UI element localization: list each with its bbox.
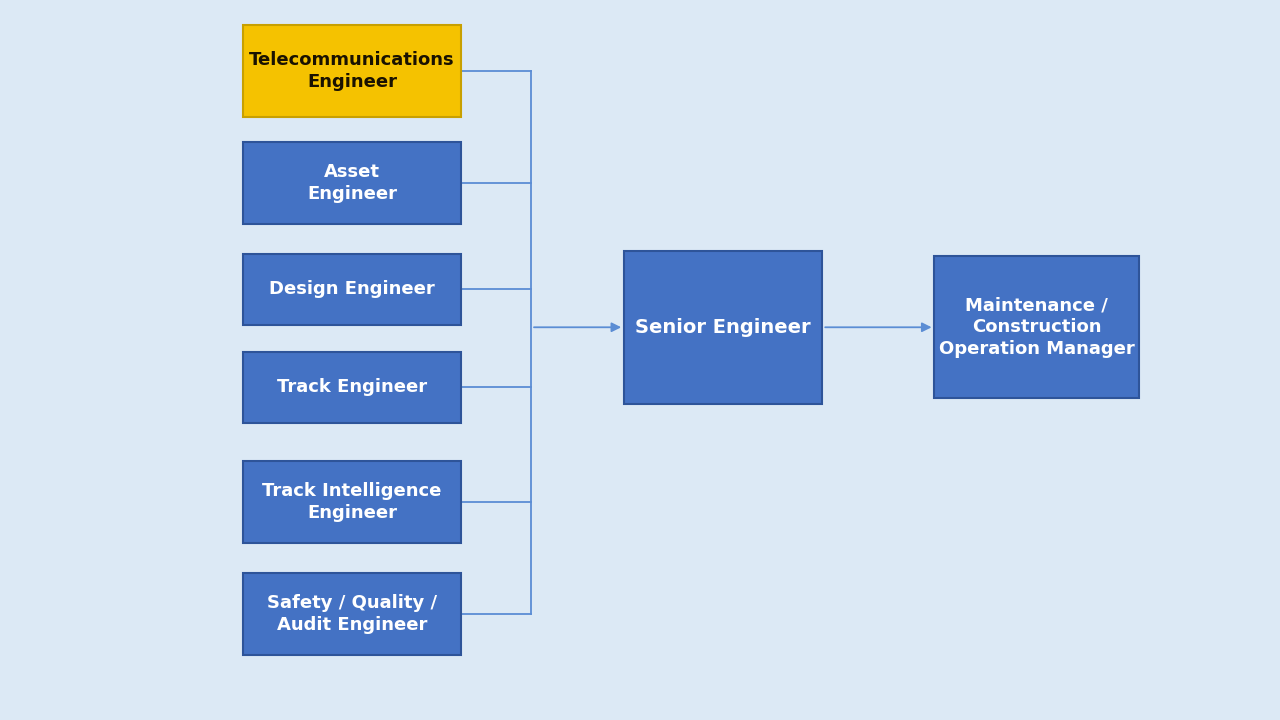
FancyBboxPatch shape	[243, 573, 461, 655]
FancyBboxPatch shape	[934, 256, 1139, 398]
FancyBboxPatch shape	[243, 143, 461, 224]
Text: Asset
Engineer: Asset Engineer	[307, 163, 397, 203]
Text: Senior Engineer: Senior Engineer	[635, 318, 812, 337]
FancyBboxPatch shape	[243, 24, 461, 117]
Text: Safety / Quality /
Audit Engineer: Safety / Quality / Audit Engineer	[268, 594, 436, 634]
Text: Track Intelligence
Engineer: Track Intelligence Engineer	[262, 482, 442, 522]
FancyBboxPatch shape	[243, 461, 461, 543]
Text: Telecommunications
Engineer: Telecommunications Engineer	[250, 51, 454, 91]
Text: Maintenance /
Construction
Operation Manager: Maintenance / Construction Operation Man…	[940, 296, 1134, 359]
FancyBboxPatch shape	[243, 352, 461, 423]
Text: Track Engineer: Track Engineer	[276, 378, 428, 396]
FancyBboxPatch shape	[625, 251, 823, 404]
Text: Design Engineer: Design Engineer	[269, 280, 435, 298]
FancyBboxPatch shape	[243, 253, 461, 325]
